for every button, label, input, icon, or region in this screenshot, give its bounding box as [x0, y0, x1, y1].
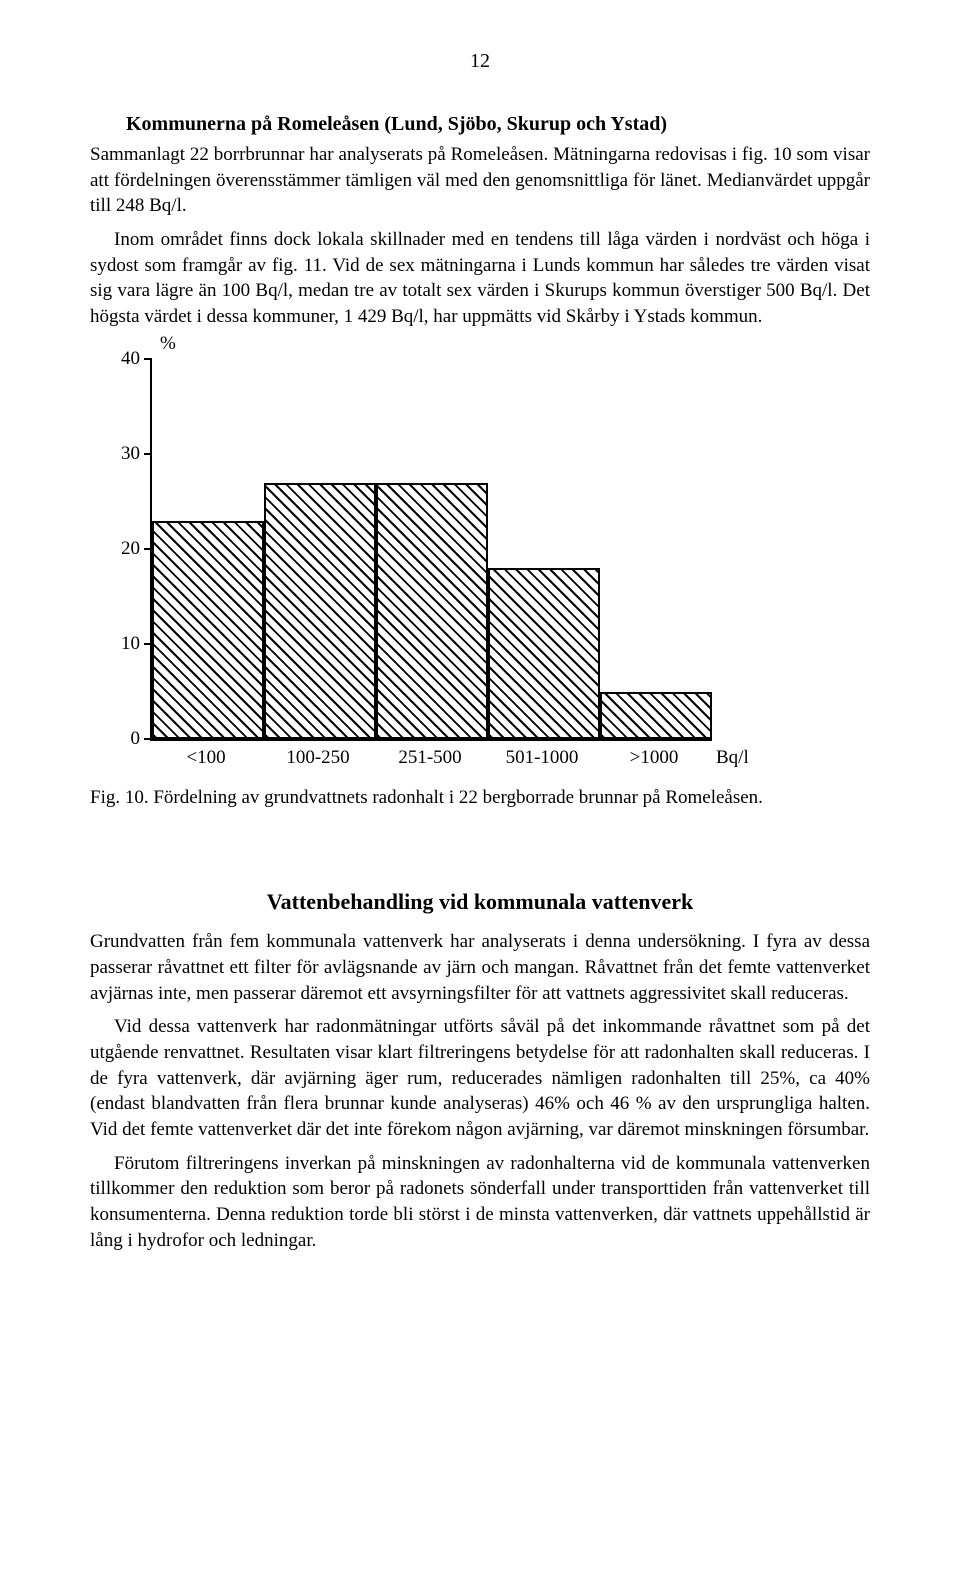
bar	[376, 483, 488, 740]
x-axis-label: <100	[150, 747, 262, 769]
bar-hatching	[266, 485, 374, 738]
x-axis-labels: <100100-250251-500501-1000>1000 Bq/l	[150, 747, 790, 769]
x-axis-label: 251-500	[374, 747, 486, 769]
paragraph-4: Vid dessa vattenverk har radonmätningar …	[90, 1014, 870, 1142]
paragraph-2: Inom området finns dock lokala skillnade…	[90, 227, 870, 330]
plot-area: 010203040	[150, 359, 712, 741]
page-number: 12	[90, 50, 870, 73]
bar-hatching	[490, 570, 598, 737]
paragraph-3: Grundvatten från fem kommunala vattenver…	[90, 929, 870, 1006]
document-page: 12 Kommunerna på Romeleåsen (Lund, Sjöbo…	[0, 0, 960, 1321]
x-axis-label: >1000	[598, 747, 710, 769]
section-heading-2: Vattenbehandling vid kommunala vattenver…	[90, 889, 870, 915]
figure-caption: Fig. 10. Fördelning av grundvattnets rad…	[90, 787, 870, 809]
y-tick-label: 30	[121, 443, 152, 465]
y-tick-label: 40	[121, 348, 152, 370]
bar	[488, 568, 600, 739]
y-tick-label: 0	[131, 728, 153, 750]
bar-hatching	[602, 694, 710, 738]
x-axis-label: 501-1000	[486, 747, 598, 769]
bar-hatching	[154, 523, 262, 738]
paragraph-5: Förutom filtreringens inverkan på minskn…	[90, 1151, 870, 1254]
x-axis-unit: Bq/l	[716, 747, 749, 769]
bar	[152, 521, 264, 740]
bar-hatching	[378, 485, 486, 738]
histogram-chart: % 010203040 <100100-250251-500501-1000>1…	[150, 359, 870, 769]
section-heading-1: Kommunerna på Romeleåsen (Lund, Sjöbo, S…	[90, 113, 870, 136]
bars-container	[152, 359, 712, 739]
y-tick-label: 20	[121, 538, 152, 560]
bar	[600, 692, 712, 740]
y-axis-label: %	[160, 333, 176, 355]
y-tick-label: 10	[121, 633, 152, 655]
paragraph-1: Sammanlagt 22 borrbrunnar har analyserat…	[90, 142, 870, 219]
x-axis-label: 100-250	[262, 747, 374, 769]
bar	[264, 483, 376, 740]
